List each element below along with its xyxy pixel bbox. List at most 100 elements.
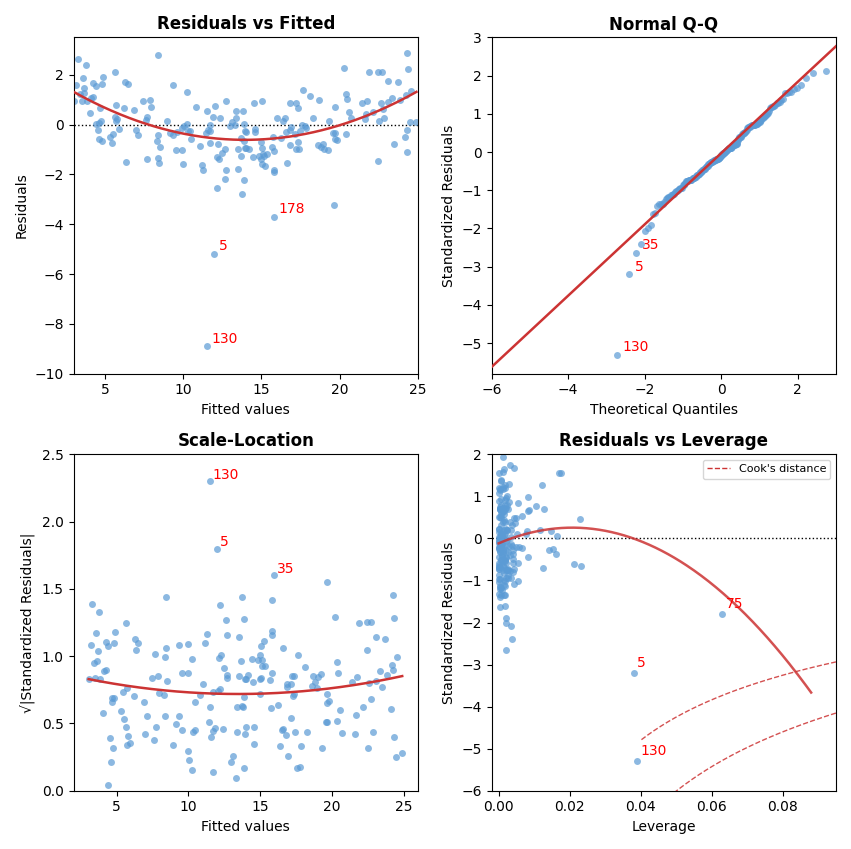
Point [166, 128, 180, 142]
Point [220, 672, 234, 685]
Point [497, 588, 511, 602]
Point [721, 143, 734, 156]
Point [180, 744, 194, 757]
Point [705, 155, 719, 169]
Point [634, 237, 648, 250]
Point [494, 532, 507, 546]
Point [97, 664, 111, 678]
Point [321, 143, 334, 157]
Point [713, 150, 727, 164]
Point [308, 675, 322, 689]
Point [94, 672, 107, 686]
Legend: Cook's distance: Cook's distance [703, 460, 831, 479]
Point [494, 582, 508, 595]
Point [108, 65, 122, 79]
Point [360, 93, 374, 107]
Point [199, 127, 213, 140]
Point [186, 764, 199, 778]
Point [699, 161, 712, 175]
Point [348, 728, 362, 741]
Point [254, 638, 268, 652]
Point [711, 152, 725, 166]
Point [211, 684, 225, 698]
Point [206, 110, 220, 124]
Point [498, 560, 511, 574]
Point [280, 677, 294, 690]
Point [75, 94, 89, 108]
Point [213, 152, 226, 166]
Point [494, 591, 507, 604]
Point [504, 548, 517, 562]
Point [220, 614, 233, 627]
Point [765, 100, 779, 114]
Point [629, 246, 643, 260]
Point [387, 138, 401, 151]
Point [708, 153, 722, 166]
Point [253, 648, 266, 661]
Point [501, 571, 515, 584]
Point [776, 92, 790, 105]
Point [257, 149, 271, 163]
Point [119, 155, 133, 168]
Point [234, 149, 248, 163]
Point [703, 156, 717, 170]
Point [771, 97, 785, 110]
Point [105, 695, 118, 709]
Point [145, 671, 158, 684]
Point [246, 652, 260, 666]
Point [219, 163, 232, 177]
Point [260, 147, 274, 160]
Point [321, 696, 334, 710]
Point [754, 113, 768, 127]
Point [173, 638, 186, 652]
Point [502, 477, 516, 491]
Point [716, 147, 729, 160]
Point [674, 181, 688, 194]
Point [493, 560, 506, 574]
Point [510, 527, 523, 541]
Point [505, 548, 519, 561]
Point [279, 125, 293, 138]
Point [799, 71, 813, 85]
Point [622, 267, 636, 281]
Point [381, 74, 395, 87]
Point [151, 686, 165, 700]
Point [160, 114, 174, 127]
Point [497, 573, 511, 587]
Point [493, 540, 506, 554]
Point [254, 135, 268, 149]
Point [505, 556, 519, 570]
Title: Residuals vs Leverage: Residuals vs Leverage [559, 432, 768, 450]
Point [89, 79, 102, 93]
Point [321, 715, 334, 728]
Point [494, 579, 507, 593]
Point [492, 526, 505, 539]
Point [493, 539, 506, 553]
Y-axis label: √|Standardized Residuals|: √|Standardized Residuals| [21, 532, 37, 712]
Y-axis label: Standardized Residuals: Standardized Residuals [442, 542, 456, 704]
Point [197, 164, 210, 177]
Point [185, 652, 198, 666]
Point [521, 490, 534, 503]
Point [393, 93, 407, 106]
Point [293, 761, 306, 774]
Point [140, 153, 154, 166]
Point [705, 155, 718, 169]
Point [89, 118, 102, 132]
Point [203, 700, 217, 713]
Point [265, 625, 278, 638]
Point [224, 755, 237, 768]
Point [334, 703, 347, 717]
Text: 130: 130 [622, 340, 648, 354]
Point [667, 187, 681, 200]
Point [248, 122, 261, 136]
Point [723, 141, 737, 155]
Point [770, 97, 784, 110]
Point [500, 491, 513, 504]
Point [508, 511, 522, 525]
Point [506, 565, 520, 579]
Point [314, 667, 328, 681]
Point [688, 171, 701, 184]
Point [550, 548, 563, 561]
Point [373, 664, 386, 678]
